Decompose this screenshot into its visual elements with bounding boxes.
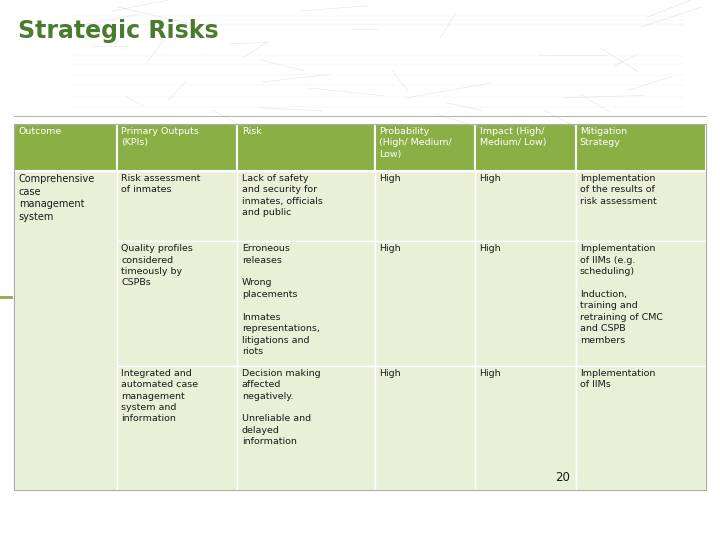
- Text: Mitigation
Strategy: Mitigation Strategy: [580, 127, 627, 147]
- Bar: [117, 366, 238, 490]
- Text: Probability
(High/ Medium/
Low): Probability (High/ Medium/ Low): [379, 127, 452, 159]
- Bar: [14, 241, 117, 366]
- Bar: [575, 241, 706, 366]
- Bar: [475, 171, 575, 241]
- Bar: [14, 171, 117, 241]
- Bar: [375, 124, 475, 171]
- Bar: [475, 366, 575, 490]
- Text: 20: 20: [555, 471, 570, 484]
- Bar: [475, 124, 575, 171]
- Bar: [375, 366, 475, 490]
- Text: Risk: Risk: [242, 127, 261, 136]
- Bar: [575, 366, 706, 490]
- Bar: [238, 366, 375, 490]
- Bar: [375, 241, 475, 366]
- Text: Implementation
of IIMs (e.g.
scheduling)

Induction,
training and
retraining of : Implementation of IIMs (e.g. scheduling)…: [580, 244, 663, 345]
- Bar: [117, 241, 238, 366]
- Bar: [238, 171, 375, 241]
- Bar: [117, 171, 238, 241]
- Bar: [117, 241, 238, 366]
- Text: High: High: [480, 244, 501, 253]
- Bar: [117, 124, 238, 171]
- Text: Quality profiles
considered
timeously by
CSPBs: Quality profiles considered timeously by…: [121, 244, 193, 287]
- Text: Primary Outputs
(KPIs): Primary Outputs (KPIs): [121, 127, 199, 147]
- Bar: [575, 241, 706, 366]
- Text: Implementation
of the results of
risk assessment: Implementation of the results of risk as…: [580, 174, 657, 206]
- Bar: [375, 241, 475, 366]
- Text: Risk assessment
of inmates: Risk assessment of inmates: [121, 174, 201, 194]
- Text: Lack of safety
and security for
inmates, officials
and public: Lack of safety and security for inmates,…: [242, 174, 323, 217]
- Bar: [238, 366, 375, 490]
- Text: High: High: [379, 244, 401, 253]
- Bar: [475, 171, 575, 241]
- Bar: [238, 241, 375, 366]
- Bar: [238, 171, 375, 241]
- Bar: [238, 124, 375, 171]
- Text: High: High: [379, 174, 401, 183]
- Bar: [14, 124, 706, 490]
- Bar: [14, 366, 117, 490]
- Text: Implementation
of IIMs: Implementation of IIMs: [580, 369, 655, 389]
- Text: Strategic Risks: Strategic Risks: [18, 19, 219, 43]
- Bar: [575, 171, 706, 241]
- Bar: [117, 171, 238, 241]
- Text: High: High: [480, 174, 501, 183]
- Bar: [14, 171, 117, 490]
- Text: Impact (High/
Medium/ Low): Impact (High/ Medium/ Low): [480, 127, 546, 147]
- Bar: [238, 241, 375, 366]
- Bar: [475, 241, 575, 366]
- Bar: [375, 366, 475, 490]
- Bar: [375, 171, 475, 241]
- Text: Integrated and
automated case
management
system and
information: Integrated and automated case management…: [121, 369, 199, 423]
- Bar: [475, 241, 575, 366]
- Bar: [14, 124, 117, 171]
- Text: Decision making
affected
negatively.

Unreliable and
delayed
information: Decision making affected negatively. Unr…: [242, 369, 320, 447]
- Bar: [375, 171, 475, 241]
- Text: Comprehensive
case
management
system: Comprehensive case management system: [19, 174, 95, 222]
- Text: High: High: [480, 369, 501, 377]
- Text: Outcome: Outcome: [19, 127, 62, 136]
- Bar: [475, 366, 575, 490]
- Bar: [117, 366, 238, 490]
- Bar: [575, 366, 706, 490]
- Text: Erroneous
releases

Wrong
placements

Inmates
representations,
litigations and
r: Erroneous releases Wrong placements Inma…: [242, 244, 320, 356]
- Bar: [575, 171, 706, 241]
- Bar: [575, 124, 706, 171]
- Text: High: High: [379, 369, 401, 377]
